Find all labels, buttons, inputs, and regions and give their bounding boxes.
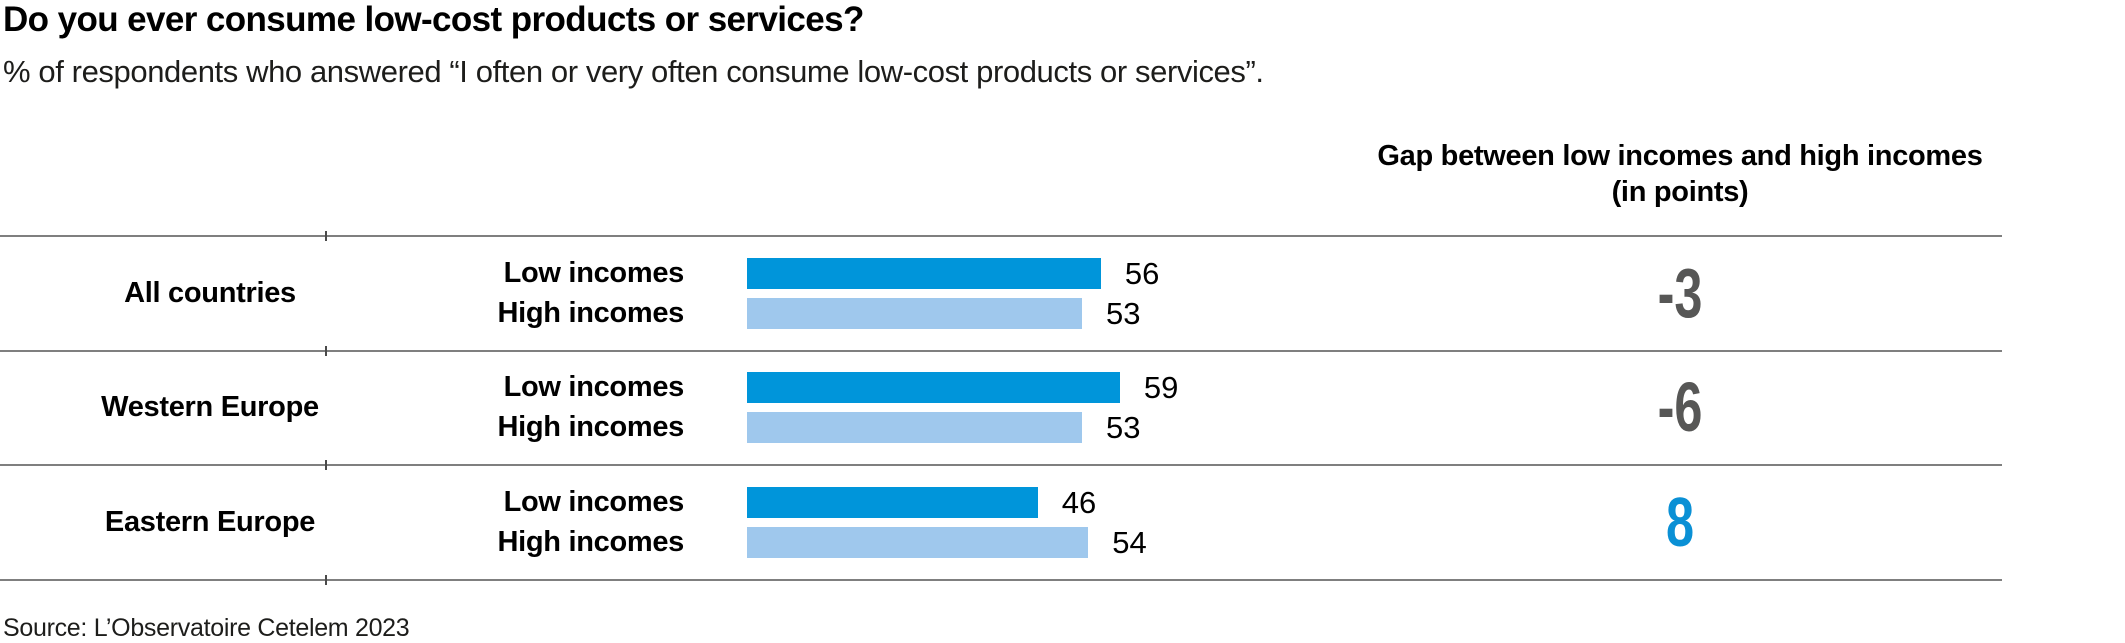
table-row: All countries Low incomes High incomes 5… — [0, 236, 2125, 350]
bar-high-incomes — [747, 412, 1082, 443]
bar-line-low-incomes: 59 — [747, 372, 1178, 403]
gap-value: 8 — [1665, 483, 1695, 561]
bar-low-incomes — [747, 487, 1038, 518]
bar-line-high-incomes: 53 — [747, 298, 1140, 329]
bar-high-incomes — [747, 527, 1089, 558]
table-row: Western Europe Low incomes High incomes … — [0, 350, 2125, 465]
table-row: Eastern Europe Low incomes High incomes … — [0, 465, 2125, 579]
column-tick — [325, 575, 327, 585]
bar-line-low-incomes: 56 — [747, 258, 1159, 289]
bar-low-incomes — [747, 372, 1120, 403]
series-label-high-incomes: High incomes — [497, 526, 684, 558]
series-label-low-incomes: Low incomes — [503, 257, 685, 289]
source-note: Source: L’Observatoire Cetelem 2023 — [3, 614, 410, 642]
row-divider-line — [0, 350, 2002, 352]
region-label: All countries — [124, 277, 296, 309]
column-tick — [325, 460, 327, 470]
bar-value-high-incomes: 53 — [1105, 296, 1141, 331]
bar-value-low-incomes: 46 — [1061, 485, 1097, 520]
gap-column-header: Gap between low incomes and high incomes… — [1330, 138, 2030, 210]
gap-value: -6 — [1657, 368, 1703, 446]
series-label-high-incomes: High incomes — [497, 411, 684, 443]
table-top-line — [0, 235, 2002, 237]
row-divider-line — [0, 464, 2002, 466]
bar-value-low-incomes: 59 — [1143, 370, 1179, 405]
column-tick — [325, 231, 327, 241]
chart-title: Do you ever consume low-cost products or… — [3, 0, 864, 39]
series-label-low-incomes: Low incomes — [503, 371, 685, 403]
bar-low-incomes — [747, 258, 1101, 289]
bar-line-high-incomes: 54 — [747, 527, 1147, 558]
region-label: Western Europe — [101, 391, 319, 423]
gap-column-header-line2: (in points) — [1611, 176, 1749, 208]
series-label-high-incomes: High incomes — [497, 297, 684, 329]
bar-high-incomes — [747, 298, 1082, 329]
gap-value: -3 — [1657, 254, 1703, 332]
series-label-low-incomes: Low incomes — [503, 486, 685, 518]
bar-line-high-incomes: 53 — [747, 412, 1140, 443]
bar-value-high-incomes: 54 — [1112, 525, 1147, 560]
column-tick — [325, 346, 327, 356]
table-bottom-line — [0, 579, 2002, 581]
gap-column-header-line1: Gap between low incomes and high incomes — [1377, 140, 1983, 172]
chart-subtitle: % of respondents who answered “I often o… — [3, 54, 1264, 89]
region-label: Eastern Europe — [104, 506, 316, 538]
bar-line-low-incomes: 46 — [747, 487, 1096, 518]
bar-value-low-incomes: 56 — [1124, 256, 1160, 291]
bar-value-high-incomes: 53 — [1105, 410, 1141, 445]
